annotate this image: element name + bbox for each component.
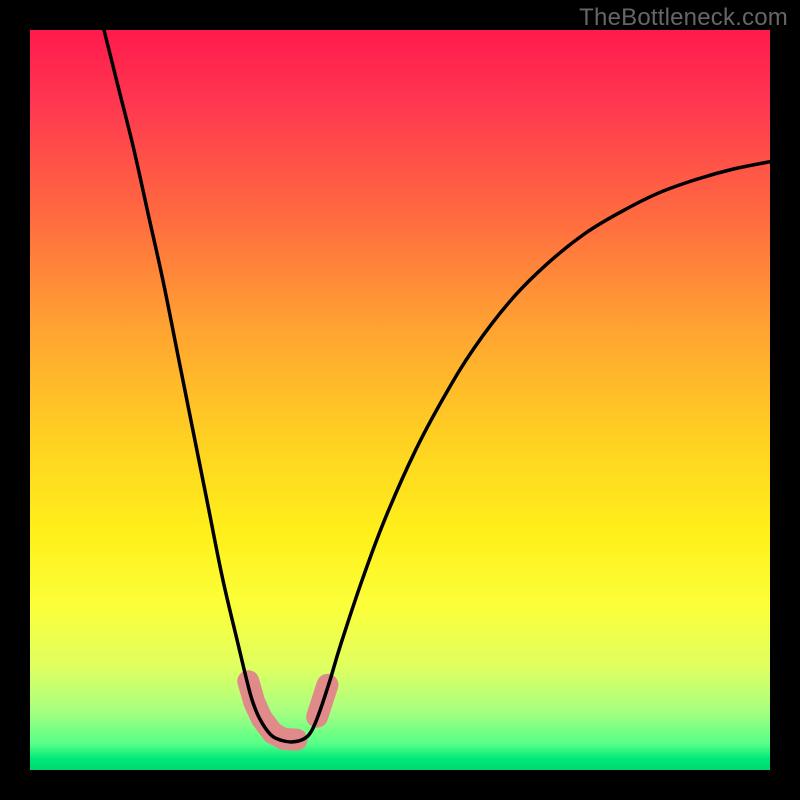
plot-frame (30, 30, 770, 770)
bottleneck-curve-chart (30, 30, 770, 770)
watermark-text: TheBottleneck.com (579, 4, 788, 32)
gradient-background (30, 30, 770, 770)
chart-container: TheBottleneck.com (0, 0, 800, 800)
